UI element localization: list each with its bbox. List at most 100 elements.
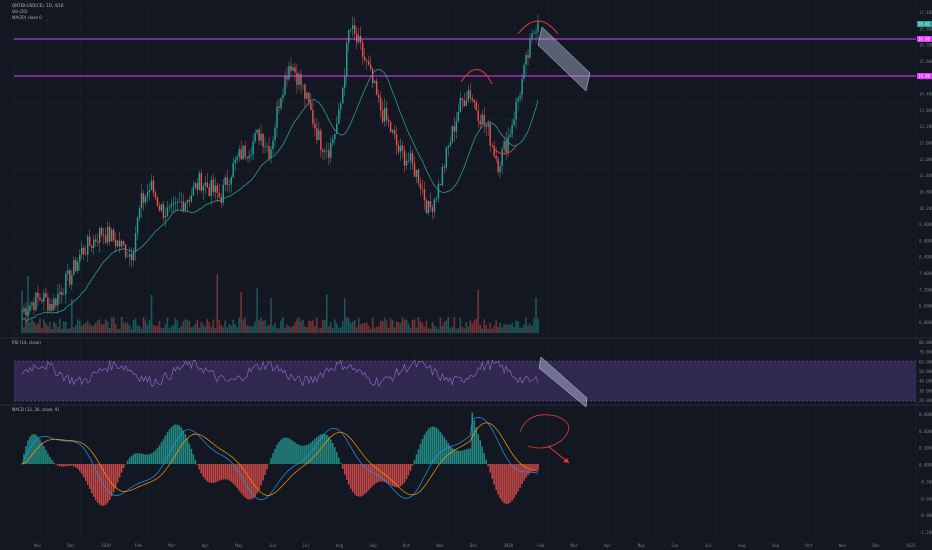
candle-body: [109, 227, 110, 242]
candle-body: [240, 149, 241, 159]
macd-histogram-bar: [137, 453, 139, 464]
macd-histogram-bar: [206, 464, 208, 481]
macd-tick: 0.0000: [919, 463, 932, 468]
candle-body: [332, 139, 333, 143]
volume-bar: [131, 329, 133, 333]
macd-histogram-bar: [177, 425, 179, 464]
volume-bar: [334, 319, 336, 333]
macd-histogram-bar: [244, 464, 246, 497]
rsi-tick: 70.0000: [919, 350, 932, 355]
candle-body: [368, 61, 369, 64]
candle-body: [181, 202, 182, 203]
candle-body: [282, 95, 283, 99]
macd-histogram-bar: [45, 450, 47, 464]
time-tick: Dec: [872, 543, 880, 548]
volume-bar: [165, 324, 167, 333]
volume-bar: [344, 298, 346, 333]
volume-bar: [525, 318, 527, 333]
volume-bar: [141, 329, 143, 333]
price-tick: 16.8000: [919, 26, 932, 31]
candle-body: [294, 67, 295, 72]
candle-body: [464, 101, 465, 107]
candle-body: [306, 92, 307, 98]
candle-body: [472, 98, 473, 100]
volume-bar: [105, 319, 107, 333]
volume-bar: [139, 326, 141, 333]
candle-body: [352, 25, 353, 29]
candle-body: [382, 110, 383, 121]
volume-bar: [515, 321, 517, 333]
volume-bar: [444, 322, 446, 333]
volume-bar: [23, 327, 25, 333]
candle-body: [87, 236, 88, 254]
macd-histogram-bar: [141, 454, 143, 464]
candle-body: [121, 241, 122, 246]
macd-histogram-bar: [33, 434, 35, 464]
time-axis[interactable]: Nov Dec 2019 Feb Mar Apr May Jun Jul Aug Sep Oct Nov…: [0, 540, 932, 550]
candle-body: [21, 311, 22, 312]
candle-body: [39, 297, 40, 299]
volume-bar: [531, 326, 533, 333]
volume-bar: [147, 325, 149, 333]
candle-body: [374, 81, 375, 83]
macd-histogram-bar: [392, 464, 394, 486]
candle-body: [119, 241, 120, 247]
candle-body: [79, 255, 80, 262]
candle-body: [527, 55, 528, 58]
time-tick: May: [638, 543, 646, 548]
time-tick: 2021: [906, 543, 916, 548]
macd-histogram-bar: [507, 464, 509, 504]
macd-histogram-bar: [483, 453, 485, 464]
candle-body: [201, 173, 202, 191]
candle-body: [47, 297, 48, 310]
macd-histogram-bar: [340, 463, 342, 464]
macd-histogram-bar: [352, 464, 354, 492]
candle-body: [169, 207, 170, 208]
macd-histogram-bar: [298, 445, 300, 464]
volume-bar: [491, 328, 493, 333]
volume-bar: [342, 321, 344, 333]
macd-histogram-bar: [147, 455, 149, 464]
candle-body: [354, 25, 355, 34]
macd-histogram-bar: [456, 450, 458, 464]
macd-histogram-bar: [254, 464, 256, 496]
macd-histogram-bar: [533, 464, 535, 471]
volume-bar: [61, 329, 63, 333]
candle-body: [320, 130, 321, 150]
volume-bar: [33, 322, 35, 333]
volume-bar: [268, 325, 270, 333]
macd-histogram-bar: [527, 464, 529, 475]
macd-histogram-bar: [424, 435, 426, 464]
candle-body: [250, 155, 251, 156]
candle-body: [521, 79, 522, 95]
candle-body: [185, 203, 186, 211]
volume-bar: [483, 319, 485, 333]
candle-body: [197, 183, 198, 190]
macd-histogram-bar: [153, 452, 155, 464]
volume-bar: [428, 328, 430, 333]
volume-bar: [442, 326, 444, 333]
macd-histogram-bar: [422, 439, 424, 464]
volume-bar: [43, 319, 45, 333]
candle-body: [328, 151, 329, 158]
time-tick: Sep: [772, 543, 780, 548]
macd-histogram-bar: [51, 460, 53, 464]
time-tick: Aug: [738, 543, 746, 548]
macd-histogram-bar: [119, 464, 121, 478]
volume-bar: [463, 329, 465, 333]
volume-bar: [338, 328, 340, 333]
candle-body: [97, 241, 98, 242]
macd-histogram-bar: [493, 464, 495, 485]
price-tick: 13.2000: [919, 124, 932, 129]
candle-body: [452, 126, 453, 142]
macd-histogram-bar: [214, 464, 216, 482]
macd-histogram-bar: [535, 464, 537, 470]
macd-histogram-bar: [55, 464, 57, 465]
macd-histogram-bar: [420, 444, 422, 464]
volume-bar: [521, 327, 523, 333]
macd-histogram-bar: [220, 464, 222, 480]
volume-bar: [107, 321, 109, 333]
candle-body: [408, 161, 409, 162]
volume-bar: [181, 326, 183, 333]
